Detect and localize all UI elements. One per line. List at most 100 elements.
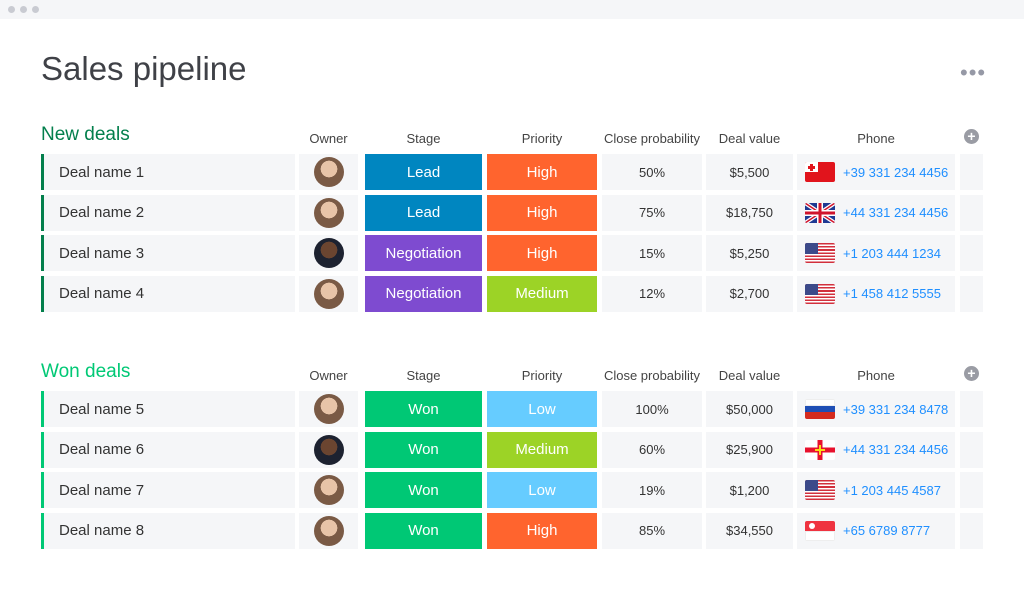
us-flag-icon	[805, 243, 835, 263]
phone-number[interactable]: +39 331 234 8478	[843, 401, 949, 417]
window-minimize-dot[interactable]	[20, 6, 27, 13]
deal-value[interactable]: $2,700	[706, 275, 793, 312]
phone-cell[interactable]: +39 331 234 8478	[797, 391, 955, 427]
close-probability[interactable]: 50%	[602, 154, 702, 190]
column-header-priority[interactable]: Priority	[521, 131, 563, 146]
guernsey-flag-icon	[805, 439, 835, 460]
phone-cell[interactable]: +44 331 234 4456	[797, 431, 955, 468]
close-probability[interactable]: 85%	[602, 512, 702, 549]
owner-cell[interactable]	[299, 154, 358, 190]
deal-value[interactable]: $25,900	[706, 431, 793, 468]
phone-cell[interactable]: +1 203 444 1234	[797, 235, 955, 271]
stage-status[interactable]: Won	[365, 431, 482, 468]
deal-name[interactable]: Deal name 8	[41, 512, 295, 549]
stage-status[interactable]: Won	[365, 391, 482, 427]
phone-cell[interactable]: +44 331 234 4456	[797, 194, 955, 231]
column-header-close_probability[interactable]: Close probability	[603, 131, 701, 146]
stage-status[interactable]: Lead	[365, 154, 482, 190]
owner-cell[interactable]	[299, 431, 358, 468]
deal-name[interactable]: Deal name 5	[41, 391, 295, 427]
owner-cell[interactable]	[299, 194, 358, 231]
phone-cell[interactable]: +1 203 445 4587	[797, 472, 955, 508]
deal-value[interactable]: $1,200	[706, 472, 793, 508]
deal-name[interactable]: Deal name 3	[41, 235, 295, 271]
priority-status[interactable]: High	[487, 154, 597, 190]
priority-status[interactable]: Low	[487, 391, 597, 427]
phone-number[interactable]: +1 203 444 1234	[843, 245, 941, 261]
empty-cell[interactable]	[960, 275, 983, 312]
phone-number[interactable]: +44 331 234 4456	[843, 205, 949, 220]
column-header-deal_value[interactable]: Deal value	[718, 368, 781, 383]
more-options-icon[interactable]: •••	[960, 60, 987, 85]
owner-cell[interactable]	[299, 391, 358, 427]
group-title[interactable]: Won deals	[41, 361, 131, 382]
phone-number[interactable]: +44 331 234 4456	[843, 442, 949, 457]
empty-cell[interactable]	[960, 154, 983, 190]
priority-status[interactable]: Medium	[487, 431, 597, 468]
priority-status[interactable]: High	[487, 235, 597, 271]
close-probability[interactable]: 15%	[602, 235, 702, 271]
priority-status[interactable]: High	[487, 512, 597, 549]
close-probability[interactable]: 75%	[602, 194, 702, 231]
deal-value[interactable]: $5,250	[706, 235, 793, 271]
column-header-phone[interactable]: Phone	[857, 368, 895, 383]
stage-status[interactable]: Won	[365, 512, 482, 549]
add-column-icon[interactable]: +	[964, 366, 979, 381]
phone-cell[interactable]: +39 331 234 4456	[797, 154, 955, 190]
column-header-owner[interactable]: Owner	[309, 131, 348, 146]
column-header-owner[interactable]: Owner	[309, 368, 348, 383]
deal-value[interactable]: $18,750	[706, 194, 793, 231]
priority-status[interactable]: Medium	[487, 275, 597, 312]
table-row: Deal name 5 Won Low 100% $50,000 +39 331…	[0, 391, 1024, 427]
stage-status[interactable]: Negotiation	[365, 275, 482, 312]
deal-value[interactable]: $50,000	[706, 391, 793, 427]
uk-flag-icon	[805, 202, 835, 223]
deal-name[interactable]: Deal name 4	[41, 275, 295, 312]
deal-name[interactable]: Deal name 6	[41, 431, 295, 468]
deal-name[interactable]: Deal name 2	[41, 194, 295, 231]
empty-cell[interactable]	[960, 235, 983, 271]
owner-cell[interactable]	[299, 275, 358, 312]
deal-name[interactable]: Deal name 7	[41, 472, 295, 508]
empty-cell[interactable]	[960, 391, 983, 427]
phone-number[interactable]: +65 6789 8777	[843, 523, 931, 538]
owner-cell[interactable]	[299, 472, 358, 508]
column-header-phone[interactable]: Phone	[857, 131, 895, 146]
deal-value[interactable]: $5,500	[706, 154, 793, 190]
owner-cell[interactable]	[299, 512, 358, 549]
empty-cell[interactable]	[960, 194, 983, 231]
close-probability[interactable]: 19%	[602, 472, 702, 508]
owner-cell[interactable]	[299, 235, 358, 271]
column-header-close_probability[interactable]: Close probability	[603, 368, 701, 383]
group-title[interactable]: New deals	[41, 124, 130, 145]
deal-value[interactable]: $34,550	[706, 512, 793, 549]
window-close-dot[interactable]	[8, 6, 15, 13]
avatar	[313, 434, 344, 465]
avatar	[313, 157, 344, 187]
column-header-stage[interactable]: Stage	[406, 131, 441, 146]
priority-status[interactable]: High	[487, 194, 597, 231]
table-row: Deal name 7 Won Low 19% $1,200 +1 203 44…	[0, 472, 1024, 508]
empty-cell[interactable]	[960, 472, 983, 508]
empty-cell[interactable]	[960, 512, 983, 549]
table-row: Deal name 1 Lead High 50% $5,500 +39 331…	[0, 154, 1024, 190]
add-column-icon[interactable]: +	[964, 129, 979, 144]
deal-name[interactable]: Deal name 1	[41, 154, 295, 190]
phone-number[interactable]: +1 458 412 5555	[843, 286, 941, 301]
column-header-priority[interactable]: Priority	[521, 368, 563, 383]
empty-cell[interactable]	[960, 431, 983, 468]
close-probability[interactable]: 100%	[602, 391, 702, 427]
close-probability[interactable]: 12%	[602, 275, 702, 312]
phone-number[interactable]: +39 331 234 4456	[843, 164, 949, 180]
column-header-stage[interactable]: Stage	[406, 368, 441, 383]
phone-cell[interactable]: +1 458 412 5555	[797, 275, 955, 312]
window-maximize-dot[interactable]	[32, 6, 39, 13]
close-probability[interactable]: 60%	[602, 431, 702, 468]
priority-status[interactable]: Low	[487, 472, 597, 508]
phone-cell[interactable]: +65 6789 8777	[797, 512, 955, 549]
phone-number[interactable]: +1 203 445 4587	[843, 482, 941, 498]
column-header-deal_value[interactable]: Deal value	[718, 131, 781, 146]
stage-status[interactable]: Lead	[365, 194, 482, 231]
stage-status[interactable]: Negotiation	[365, 235, 482, 271]
stage-status[interactable]: Won	[365, 472, 482, 508]
